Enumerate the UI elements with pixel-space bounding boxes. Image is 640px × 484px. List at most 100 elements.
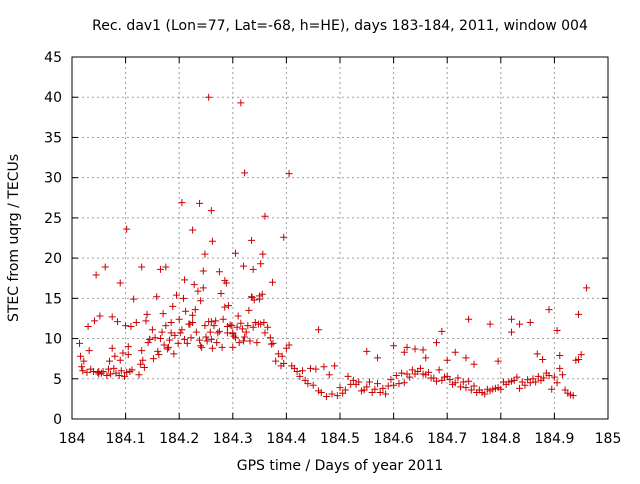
data-point — [508, 328, 516, 336]
data-point — [556, 351, 564, 359]
y-tick-label: 40 — [44, 90, 62, 106]
data-point — [251, 318, 259, 326]
data-point — [569, 392, 577, 400]
data-point — [451, 379, 459, 387]
data-point — [248, 236, 256, 244]
data-point — [194, 287, 202, 295]
data-point — [94, 368, 102, 376]
x-axis-ticks: 184 184.1 184.2 184.3 184.4 184.5 184.6 184.7 18… — [59, 57, 622, 447]
data-point — [135, 371, 143, 379]
data-point — [173, 291, 181, 299]
data-point — [237, 319, 245, 327]
y-tick-label: 45 — [44, 50, 62, 66]
data-point — [96, 312, 104, 320]
data-point — [221, 277, 229, 285]
data-point — [148, 326, 156, 334]
y-axis-label: STEC from uqrg / TECUs — [6, 154, 22, 322]
data-point — [198, 343, 206, 351]
data-point — [462, 354, 470, 362]
data-point — [124, 343, 132, 351]
data-point — [196, 199, 204, 207]
data-point — [379, 384, 387, 392]
data-point — [387, 376, 395, 384]
data-point — [497, 385, 505, 393]
data-point — [432, 377, 440, 385]
data-point — [117, 367, 125, 375]
data-point — [174, 339, 182, 347]
data-point — [140, 364, 148, 372]
data-point — [77, 352, 85, 360]
data-point — [191, 306, 199, 314]
data-point — [208, 344, 216, 352]
x-tick-label: 185 — [595, 431, 622, 447]
data-point — [234, 312, 242, 320]
data-point — [398, 369, 406, 377]
data-point — [438, 327, 446, 335]
data-point — [223, 322, 231, 330]
data-point — [122, 322, 130, 330]
data-point — [248, 294, 256, 302]
data-point — [142, 317, 150, 325]
data-point — [166, 336, 174, 344]
data-point — [355, 378, 363, 386]
data-point — [333, 392, 341, 400]
data-point — [245, 306, 253, 314]
data-point — [513, 373, 521, 381]
x-tick-label: 184.7 — [427, 431, 467, 447]
x-tick-label: 184.9 — [534, 431, 574, 447]
data-point — [325, 371, 333, 379]
data-point — [266, 334, 274, 342]
data-point — [155, 351, 163, 359]
data-point — [91, 317, 99, 325]
data-point — [494, 357, 502, 365]
data-point — [137, 360, 145, 368]
data-point — [128, 366, 136, 374]
data-point — [246, 337, 254, 345]
data-point — [189, 318, 197, 326]
data-point — [328, 390, 336, 398]
data-point — [171, 331, 179, 339]
data-point — [241, 333, 249, 341]
x-axis-label: GPS time / Days of year 2011 — [237, 458, 444, 474]
data-point — [197, 342, 205, 350]
data-point — [190, 281, 198, 289]
data-point — [139, 356, 147, 364]
data-point — [104, 365, 112, 373]
data-point — [85, 347, 93, 355]
data-point — [225, 302, 233, 310]
data-point — [123, 225, 131, 233]
data-point — [465, 315, 473, 323]
data-point — [233, 323, 241, 331]
data-point — [244, 322, 252, 330]
data-point — [257, 320, 265, 328]
data-point — [215, 327, 223, 335]
data-point — [349, 376, 357, 384]
data-point — [178, 326, 186, 334]
data-point — [575, 310, 583, 318]
data-point — [143, 310, 151, 318]
data-point — [181, 276, 189, 284]
data-point — [374, 380, 382, 388]
data-point — [163, 345, 171, 353]
data-point — [176, 329, 184, 337]
x-tick-label: 184 — [59, 431, 86, 447]
data-point — [153, 293, 161, 301]
data-point — [83, 368, 91, 376]
data-point — [268, 278, 276, 286]
data-point — [203, 337, 211, 345]
data-point — [553, 327, 561, 335]
data-point — [256, 292, 264, 300]
data-point — [470, 382, 478, 390]
data-point — [79, 367, 87, 375]
data-point — [526, 318, 534, 326]
data-point — [199, 267, 207, 275]
data-point — [121, 372, 129, 380]
data-point — [201, 322, 209, 330]
data-point — [187, 334, 195, 342]
data-point — [331, 362, 339, 370]
x-tick-label: 184.2 — [159, 431, 199, 447]
data-point — [526, 379, 534, 387]
data-point — [545, 306, 553, 314]
data-point — [545, 372, 553, 380]
